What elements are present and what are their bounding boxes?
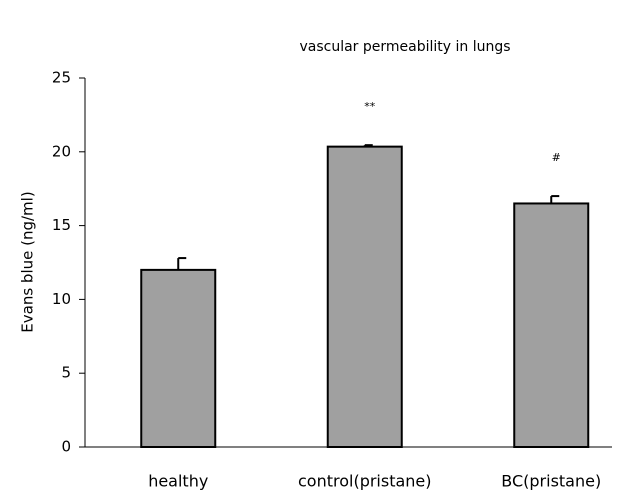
y-axis-label: Evans blue (ng/ml): [19, 191, 37, 332]
annotation: #: [552, 151, 561, 164]
y-tick-label: 20: [52, 142, 71, 160]
x-tick-label: BC(pristane): [501, 472, 601, 491]
bar: [513, 202, 590, 448]
y-tick-label: 5: [61, 364, 71, 382]
x-tick-label: healthy: [148, 472, 208, 491]
y-tick-label: 25: [52, 69, 71, 87]
y-tick-label: 10: [52, 290, 71, 308]
y-tick-label: 0: [61, 438, 71, 456]
bar: [326, 145, 403, 448]
chart-title: vascular permeability in lungs: [299, 39, 510, 55]
y-tick-label: 15: [52, 216, 71, 234]
x-tick-label: control(pristane): [298, 472, 432, 491]
bar: [140, 268, 217, 448]
annotation: **: [364, 100, 376, 113]
